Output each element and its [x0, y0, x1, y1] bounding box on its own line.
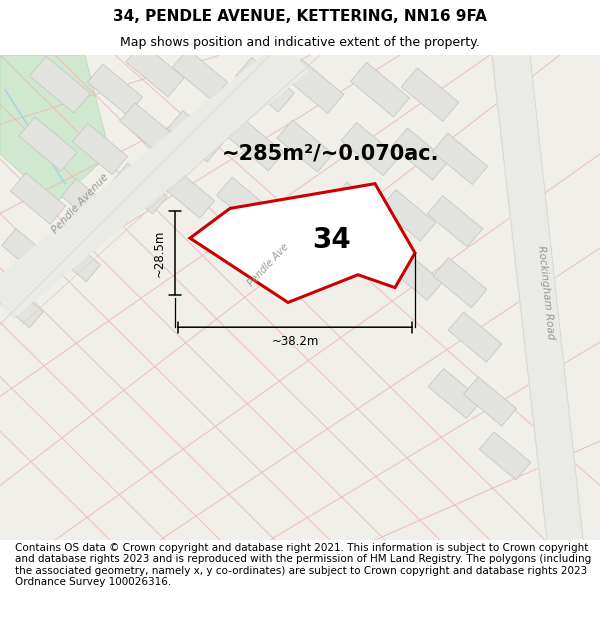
- Polygon shape: [350, 62, 409, 117]
- Text: Contains OS data © Crown copyright and database right 2021. This information is : Contains OS data © Crown copyright and d…: [15, 542, 591, 588]
- Polygon shape: [463, 377, 517, 426]
- Polygon shape: [427, 196, 482, 247]
- Polygon shape: [277, 120, 333, 172]
- Text: 34, PENDLE AVENUE, KETTERING, NN16 9FA: 34, PENDLE AVENUE, KETTERING, NN16 9FA: [113, 9, 487, 24]
- Polygon shape: [0, 281, 43, 328]
- Polygon shape: [332, 182, 388, 235]
- Polygon shape: [161, 169, 215, 218]
- Text: ~38.2m: ~38.2m: [271, 334, 319, 348]
- Polygon shape: [88, 64, 143, 115]
- Polygon shape: [428, 369, 482, 419]
- Polygon shape: [73, 123, 128, 174]
- Polygon shape: [2, 229, 54, 278]
- Polygon shape: [388, 249, 443, 301]
- Polygon shape: [29, 56, 91, 113]
- Polygon shape: [0, 39, 308, 318]
- Polygon shape: [0, 55, 110, 204]
- Polygon shape: [236, 58, 295, 112]
- Polygon shape: [491, 53, 584, 542]
- Polygon shape: [126, 43, 184, 97]
- Polygon shape: [10, 173, 65, 224]
- Polygon shape: [19, 117, 77, 171]
- Polygon shape: [392, 128, 448, 180]
- Polygon shape: [448, 312, 502, 362]
- Text: Rockingham Road: Rockingham Road: [536, 245, 556, 340]
- Polygon shape: [341, 122, 399, 176]
- Polygon shape: [61, 179, 115, 228]
- Polygon shape: [433, 258, 487, 308]
- Polygon shape: [167, 111, 223, 162]
- Polygon shape: [113, 163, 167, 214]
- Polygon shape: [190, 184, 415, 302]
- Polygon shape: [217, 177, 274, 230]
- Polygon shape: [479, 432, 531, 480]
- Polygon shape: [172, 49, 227, 101]
- Text: ~28.5m: ~28.5m: [152, 229, 166, 277]
- Polygon shape: [433, 133, 488, 184]
- Text: Pendle Avenue: Pendle Avenue: [50, 172, 110, 235]
- Text: Map shows position and indicative extent of the property.: Map shows position and indicative extent…: [120, 36, 480, 49]
- Text: ~285m²/~0.070ac.: ~285m²/~0.070ac.: [221, 144, 439, 164]
- Polygon shape: [119, 103, 176, 156]
- Text: 34: 34: [312, 226, 351, 254]
- Text: Pendle Ave: Pendle Ave: [246, 241, 290, 288]
- Polygon shape: [226, 118, 284, 171]
- Polygon shape: [50, 234, 100, 281]
- Polygon shape: [401, 68, 459, 121]
- Polygon shape: [380, 190, 436, 241]
- Polygon shape: [286, 60, 344, 113]
